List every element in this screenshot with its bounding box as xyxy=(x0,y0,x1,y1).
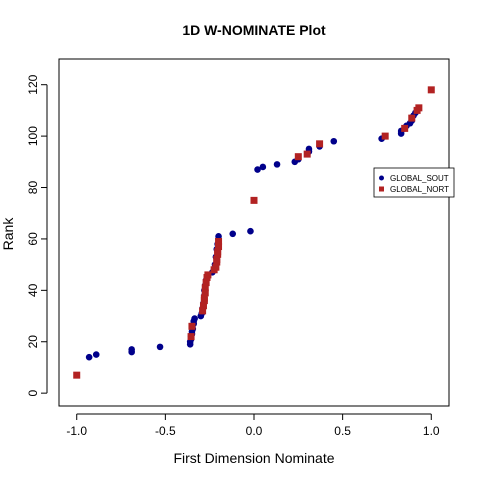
x-axis: -1.0 -0.5 0.0 0.5 1.0 xyxy=(66,413,440,438)
south-point xyxy=(254,166,261,173)
x-tick-label: -1.0 xyxy=(66,424,87,438)
south-point xyxy=(156,343,164,351)
south-point xyxy=(247,227,254,235)
legend-marker-south xyxy=(379,175,384,181)
x-tick-label: 0.0 xyxy=(246,424,263,438)
south-point xyxy=(92,351,100,358)
south-point xyxy=(128,346,135,353)
y-tick-label: 60 xyxy=(26,232,40,246)
south-point xyxy=(330,137,338,145)
south-point xyxy=(229,230,237,238)
north-point xyxy=(204,271,212,279)
north-point xyxy=(213,255,221,263)
north-point xyxy=(381,132,389,140)
y-axis-label: Rank xyxy=(0,217,16,251)
south-point xyxy=(191,315,198,322)
north-point xyxy=(200,294,208,302)
legend-box xyxy=(373,167,455,198)
x-tick-label: 1.0 xyxy=(423,424,440,438)
north-point xyxy=(408,114,416,122)
north-point xyxy=(427,86,435,94)
legend-label: GLOBAL_NORT xyxy=(390,185,449,194)
north-point xyxy=(199,302,207,310)
north-point xyxy=(212,263,220,271)
north-point xyxy=(250,196,258,204)
north-point xyxy=(73,371,81,379)
y-tick-label: 80 xyxy=(26,181,40,195)
south-point xyxy=(259,163,267,171)
plot-frame xyxy=(58,58,450,407)
north-point xyxy=(415,104,423,112)
y-axis: 0 20 40 60 80 100 120 xyxy=(26,74,48,396)
north-point xyxy=(187,333,195,341)
north-point xyxy=(215,237,223,245)
x-axis-label: First Dimension Nominate xyxy=(173,450,334,466)
north-point xyxy=(202,279,210,287)
y-tick-label: 40 xyxy=(26,283,40,297)
north-point xyxy=(215,243,223,251)
legend: GLOBAL_SOUT GLOBAL_NORT xyxy=(373,167,455,198)
y-tick-label: 100 xyxy=(26,126,40,146)
chart-title: 1D W-NOMINATE Plot xyxy=(182,22,326,38)
south-point xyxy=(85,353,93,361)
north-point xyxy=(201,289,209,297)
x-tick-label: -0.5 xyxy=(155,424,176,438)
y-tick-label: 0 xyxy=(26,389,40,396)
north-point xyxy=(201,284,209,292)
north-point xyxy=(294,153,302,161)
north-point xyxy=(303,150,311,158)
y-tick-label: 20 xyxy=(26,335,40,349)
north-point xyxy=(316,140,324,148)
legend-marker-north xyxy=(379,186,384,192)
south-point xyxy=(273,161,281,168)
x-tick-label: 0.5 xyxy=(334,424,351,438)
north-point xyxy=(188,322,196,330)
data-points xyxy=(73,86,435,379)
north-point xyxy=(199,307,207,315)
north-point xyxy=(214,248,222,256)
y-tick-label: 120 xyxy=(26,74,40,94)
north-point xyxy=(401,124,409,132)
legend-label: GLOBAL_SOUT xyxy=(390,174,449,183)
